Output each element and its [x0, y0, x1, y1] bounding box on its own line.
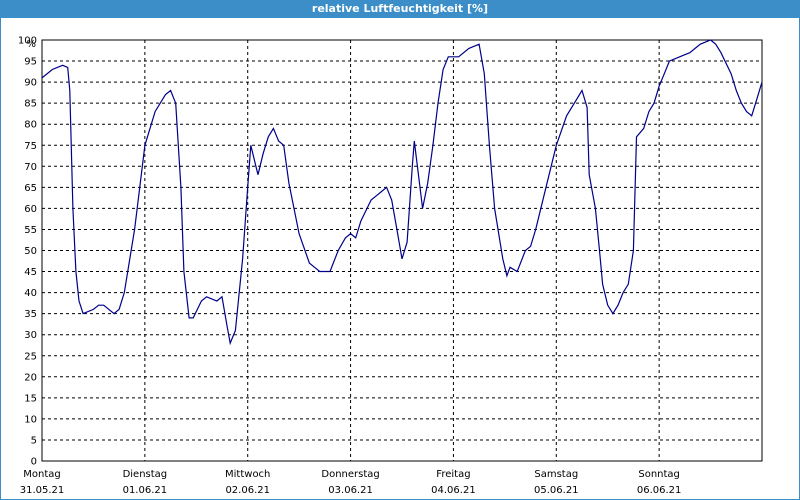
y-tick-label: 60: [24, 204, 37, 215]
y-tick-label: 35: [24, 309, 37, 320]
y-tick-label: 50: [24, 246, 37, 257]
y-tick-label: 95: [24, 57, 37, 68]
x-tick-day-label: Donnerstag: [321, 469, 379, 480]
y-tick-label: 75: [24, 141, 37, 152]
y-tick-label: 20: [24, 372, 37, 383]
x-tick-day-label: Freitag: [436, 469, 470, 480]
x-tick-date-label: 03.06.21: [328, 485, 373, 496]
x-tick-day-label: Dienstag: [123, 469, 168, 480]
x-tick-date-label: 04.06.21: [431, 485, 476, 496]
y-tick-label: 0: [31, 457, 37, 468]
y-tick-label: 25: [24, 351, 37, 362]
y-axis-ticks: 0 5 10 15 20 25 30 35 40 45 50 55 60 65 70 75 80 85 90 95 10…: [18, 36, 37, 468]
y-tick-label: 15: [24, 393, 37, 404]
grid-lines: [42, 40, 762, 461]
y-tick-label: 70: [24, 162, 37, 173]
y-tick-label: 30: [24, 330, 37, 341]
humidity-series-line: [41, 39, 763, 346]
y-tick-label: 40: [24, 288, 37, 299]
y-tick-label: 55: [24, 225, 37, 236]
x-tick-day-label: Montag: [23, 469, 60, 480]
y-tick-label: 80: [24, 120, 37, 131]
x-axis-ticks: Montag 31.05.21 Dienstag 01.06.21 Mittwoch 02…: [20, 469, 682, 496]
y-tick-label: 90: [24, 78, 37, 89]
x-tick-date-label: 02.06.21: [225, 485, 270, 496]
x-tick-date-label: 31.05.21: [20, 485, 65, 496]
y-tick-label: 100: [18, 36, 37, 47]
x-tick-day-label: Sonntag: [638, 469, 680, 480]
y-tick-label: 10: [24, 414, 37, 425]
y-tick-label: 5: [31, 435, 37, 446]
x-tick-date-label: 05.06.21: [534, 485, 579, 496]
y-axis-unit-label: %: [26, 39, 36, 50]
chart-title: relative Luftfeuchtigkeit [%]: [0, 0, 800, 18]
x-tick-day-label: Samstag: [534, 469, 578, 480]
y-tick-label: 85: [24, 99, 37, 110]
x-tick-date-label: 06.06.21: [637, 485, 682, 496]
y-tick-label: 65: [24, 183, 37, 194]
y-tick-label: 45: [24, 267, 37, 278]
x-tick-date-label: 01.06.21: [123, 485, 168, 496]
x-tick-day-label: Mittwoch: [225, 469, 270, 480]
